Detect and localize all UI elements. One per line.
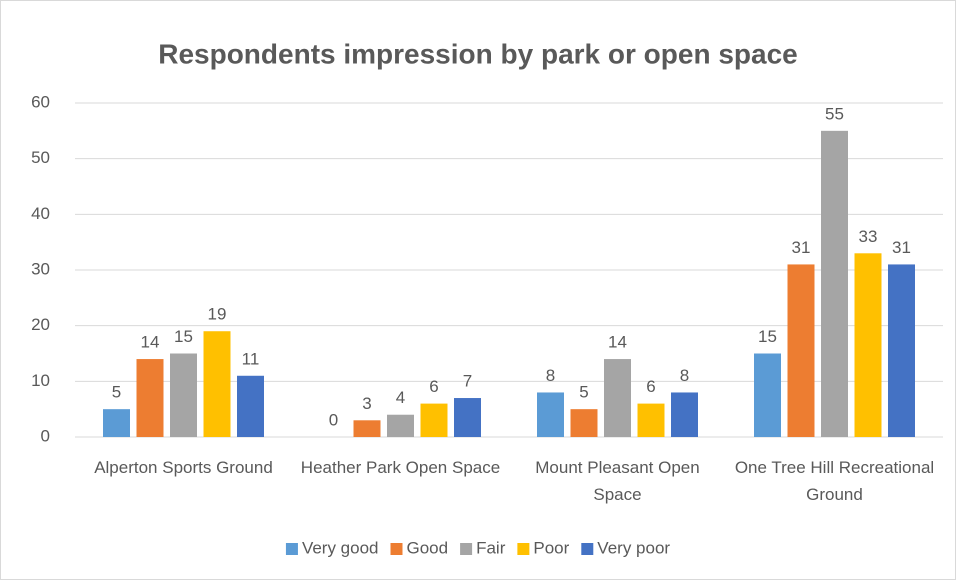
x-tick-label: Mount Pleasant Open Space [535,458,700,504]
bar [136,359,164,437]
data-label: 3 [362,394,371,413]
data-label: 14 [608,333,627,352]
bar [420,403,448,437]
y-tick-label: 50 [31,148,50,167]
y-tick-label: 60 [31,92,50,111]
bar [387,414,414,437]
bar [854,253,882,437]
bar [570,409,598,437]
y-tick-label: 0 [41,426,50,445]
bar [170,353,197,437]
data-label: 8 [680,366,689,385]
bar [203,331,231,437]
legend-marker [390,543,403,555]
legend-label: Poor [533,538,569,557]
bar [821,130,848,438]
bar [671,392,698,437]
bar [454,398,481,437]
chart-title: Respondents impression by park or open s… [158,38,798,69]
data-label: 19 [208,305,227,324]
legend-marker [285,543,298,555]
bar [237,375,264,437]
data-label: 0 [329,410,338,429]
bar [604,359,631,437]
legend-label: Very poor [597,538,670,557]
x-tick-label: Alperton Sports Ground [94,458,273,477]
data-label: 33 [859,227,878,246]
legend-label: Fair [476,538,506,557]
bar [537,392,564,437]
data-label: 31 [792,238,811,257]
y-tick-label: 40 [31,204,50,223]
x-tick-label: One Tree Hill Recreational Ground [734,458,935,504]
data-label: 8 [546,366,555,385]
x-tick-label: Heather Park Open Space [300,458,501,477]
data-label: 14 [141,333,160,352]
legend-marker [460,543,473,555]
bar [754,353,781,437]
data-label: 6 [646,377,655,396]
data-label: 5 [112,383,121,402]
y-tick-label: 20 [31,315,50,334]
bar [637,403,665,437]
bar [888,264,915,437]
data-label: 5 [579,383,588,402]
data-label: 15 [174,327,193,346]
data-label: 31 [892,238,911,257]
legend-marker [517,543,530,555]
data-label: 7 [463,372,472,391]
data-label: 6 [429,377,438,396]
data-label: 4 [396,388,405,407]
y-tick-label: 10 [31,371,50,390]
legend-marker [581,543,594,555]
y-tick-label: 30 [31,259,50,278]
data-label: 55 [825,104,844,123]
bar [353,420,381,437]
legend-label: Good [407,538,449,557]
bar [103,409,130,437]
data-label: 15 [758,327,777,346]
legend-label: Very good [302,538,379,557]
data-label: 11 [242,349,260,368]
bar [787,264,815,437]
